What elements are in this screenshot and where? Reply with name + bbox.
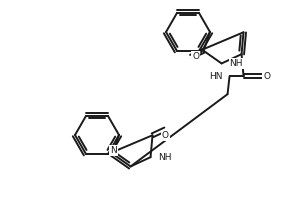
Text: HN: HN — [209, 72, 223, 81]
Text: NH: NH — [159, 153, 172, 162]
Text: NH: NH — [230, 59, 243, 68]
Text: O: O — [192, 52, 200, 61]
Text: N: N — [110, 146, 117, 155]
Text: O: O — [162, 131, 169, 140]
Text: O: O — [263, 72, 270, 81]
